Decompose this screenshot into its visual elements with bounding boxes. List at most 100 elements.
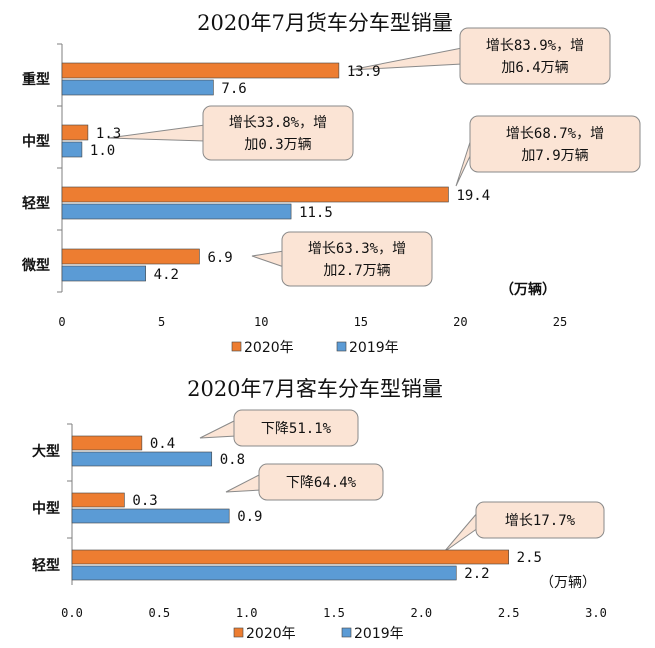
x-tick-label: 10: [254, 315, 268, 329]
legend-label: 2020年: [244, 340, 294, 356]
value-label: 1.3: [96, 126, 121, 142]
callout-text: 加6.4万辆: [501, 60, 568, 76]
callout-pointer: [251, 250, 285, 268]
x-tick-label: 2.5: [498, 606, 520, 620]
legend-label: 2019年: [354, 626, 404, 642]
callout-joint: [260, 475, 264, 489]
value-label: 0.8: [220, 452, 245, 468]
callout-joint: [283, 252, 287, 266]
legend-swatch: [341, 627, 352, 638]
value-label: 13.9: [347, 64, 381, 80]
callout-pointer: [107, 124, 206, 142]
x-tick-label: 0.0: [61, 606, 83, 620]
value-label: 7.6: [221, 81, 246, 97]
category-label: 大型: [32, 443, 60, 460]
bar-2019: [61, 141, 83, 158]
x-tick-label: 20: [453, 315, 467, 329]
bar-2019: [61, 203, 292, 220]
callout-joint: [204, 126, 208, 140]
x-tick-label: 3.0: [585, 606, 607, 620]
callout-box: [258, 463, 384, 501]
callout-3: 增长17.7%: [443, 501, 605, 553]
callout-1: 下降51.1%: [199, 409, 359, 447]
x-tick-label: 0: [58, 315, 65, 329]
bar-2020: [71, 492, 125, 508]
value-label: 4.2: [154, 267, 179, 283]
x-tick-label: 1.0: [236, 606, 258, 620]
value-label: 0.3: [132, 493, 157, 509]
category-label: 轻型: [32, 557, 60, 574]
callout-1: 增长83.9%，增加6.4万辆: [349, 27, 611, 85]
callout-box: [202, 105, 354, 161]
category-label: 微型: [21, 257, 50, 274]
callout-text: 加7.9万辆: [521, 148, 588, 164]
callout-text: 下降51.1%: [261, 421, 332, 437]
callout-box: [475, 501, 605, 539]
bar-2020: [61, 62, 340, 79]
bar-2019: [61, 79, 214, 96]
callout-pointer: [225, 473, 262, 493]
callout-box: [459, 27, 611, 85]
value-label: 1.0: [90, 143, 115, 159]
x-tick-label: 5: [158, 315, 165, 329]
value-label: 19.4: [456, 188, 490, 204]
callout-box: [281, 231, 433, 287]
callout-joint: [477, 513, 481, 527]
callout-pointer: [199, 419, 237, 439]
x-tick-label: 25: [553, 315, 567, 329]
legend-label: 2020年: [246, 626, 296, 642]
chart-title: 2020年7月货车分车型销量: [197, 11, 453, 35]
category-label: 中型: [22, 133, 50, 150]
x-tick-label: 0.5: [148, 606, 170, 620]
value-label: 11.5: [299, 205, 333, 221]
x-tick-label: 1.5: [323, 606, 345, 620]
callout-joint: [235, 421, 239, 435]
value-label: 0.9: [237, 509, 262, 525]
callout-4: 增长63.3%，增加2.7万辆: [251, 231, 433, 287]
callout-joint: [471, 137, 475, 151]
unit-label: （万辆）: [500, 281, 556, 298]
callout-2: 增长33.8%，增加0.3万辆: [107, 105, 354, 161]
callout-text: 加2.7万辆: [323, 263, 390, 279]
callout-2: 下降64.4%: [225, 463, 384, 501]
callout-3: 增长68.7%，增加7.9万辆: [455, 115, 641, 187]
category-label: 中型: [32, 500, 60, 517]
legend-swatch: [336, 341, 347, 352]
bar-2020: [71, 549, 509, 565]
callout-joint: [461, 49, 465, 63]
legend-label: 2019年: [349, 340, 399, 356]
callout-pointer: [443, 510, 479, 553]
callout-text: 增长17.7%: [505, 513, 576, 529]
category-label: 重型: [22, 71, 50, 88]
callout-text: 增长68.7%，增: [506, 126, 604, 142]
callout-text: 增长83.9%，增: [486, 38, 584, 54]
legend-swatch: [231, 341, 242, 352]
callout-box: [469, 115, 641, 173]
bar-2020: [61, 124, 89, 141]
bar-2019: [61, 265, 146, 282]
x-tick-label: 2.0: [410, 606, 432, 620]
legend-swatch: [233, 627, 244, 638]
bar-2019: [71, 451, 213, 467]
chart-1: 2020年7月货车分车型销量增长83.9%，增加6.4万辆增长33.8%，增加0…: [21, 11, 641, 356]
value-label: 0.4: [150, 436, 175, 452]
x-tick-label: 15: [354, 315, 368, 329]
bar-2019: [71, 565, 457, 581]
bar-2019: [71, 508, 230, 524]
bar-2020: [71, 435, 143, 451]
bar-2020: [61, 186, 449, 203]
callout-text: 增长33.8%，增: [229, 115, 327, 131]
callout-text: 加0.3万辆: [244, 137, 311, 153]
category-label: 轻型: [22, 195, 50, 212]
callout-text: 下降64.4%: [286, 475, 357, 491]
callout-box: [233, 409, 359, 447]
chart-title: 2020年7月客车分车型销量: [187, 377, 443, 401]
bar-2020: [61, 248, 200, 265]
unit-label: （万辆）: [540, 575, 596, 591]
value-label: 2.5: [517, 550, 542, 566]
value-label: 6.9: [207, 250, 232, 266]
value-label: 2.2: [464, 566, 489, 582]
callout-text: 增长63.3%，增: [308, 241, 406, 257]
